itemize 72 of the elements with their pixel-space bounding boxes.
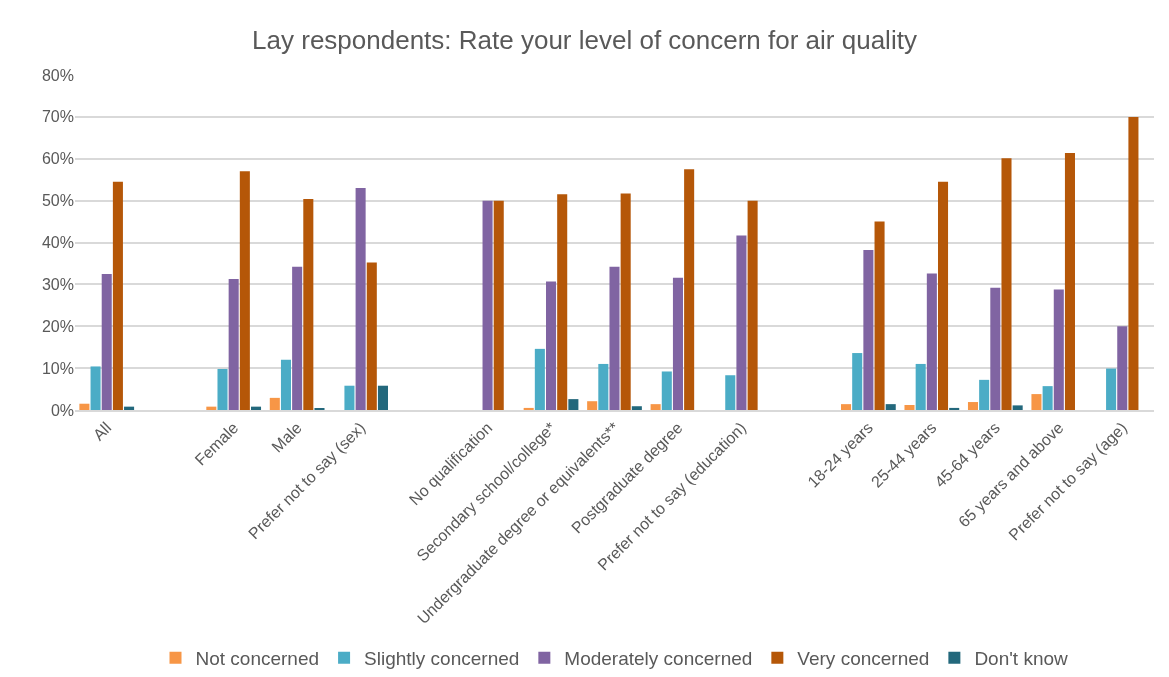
bar: [292, 266, 303, 410]
bar: [631, 406, 642, 410]
bar: [1117, 326, 1128, 410]
bar: [112, 181, 123, 410]
bar: [377, 385, 388, 410]
bar: [841, 404, 852, 410]
bar: [1042, 386, 1053, 410]
bar: [557, 194, 568, 410]
bar: [915, 363, 926, 410]
y-tick-label: 60%: [41, 150, 74, 168]
y-tick-label: 0%: [50, 401, 74, 419]
bar: [609, 266, 620, 410]
bar: [1001, 158, 1012, 410]
bar: [217, 368, 228, 410]
bar: [661, 371, 672, 410]
bar: [482, 200, 493, 410]
bar: [303, 198, 314, 410]
bar: [979, 379, 990, 410]
legend-label: Very concerned: [797, 648, 930, 670]
bar: [874, 221, 885, 410]
y-tick-label: 50%: [41, 192, 74, 210]
bar: [90, 366, 101, 410]
bar: [493, 200, 504, 410]
y-tick-label: 30%: [41, 275, 74, 293]
y-tick-label: 40%: [41, 234, 74, 252]
bar: [568, 399, 579, 410]
bar: [620, 193, 631, 410]
bar: [598, 363, 609, 410]
bar: [228, 278, 239, 410]
bar: [926, 273, 937, 410]
bar: [546, 281, 557, 410]
bar: [280, 359, 291, 410]
bar: [1012, 405, 1023, 410]
bar: [725, 375, 736, 410]
bar: [967, 402, 979, 410]
bar: [587, 401, 598, 410]
x-tick-label: All: [89, 418, 115, 444]
bar: [650, 404, 661, 410]
bar: [1053, 289, 1064, 410]
bar: [239, 171, 250, 410]
bar: [79, 403, 90, 410]
bar: [1106, 368, 1117, 410]
bar: [747, 200, 758, 410]
legend-label: Don't know: [974, 648, 1069, 670]
legend-label: Not concerned: [195, 648, 320, 670]
bar: [672, 277, 683, 410]
bar: [101, 273, 112, 410]
bar: [366, 262, 377, 410]
y-tick-label: 70%: [41, 108, 74, 126]
bar: [1031, 394, 1042, 410]
bar: [990, 287, 1001, 410]
y-tick-label: 80%: [41, 66, 74, 84]
bar: [949, 407, 960, 410]
bar: [269, 397, 280, 410]
bar: [355, 188, 366, 410]
y-tick-label: 20%: [41, 317, 74, 335]
bar: [938, 181, 949, 410]
legend-label: Slightly concerned: [364, 648, 520, 670]
bar: [1064, 152, 1075, 410]
bar: [885, 404, 896, 410]
bar: [684, 169, 695, 410]
bar: [736, 235, 747, 410]
bar: [523, 407, 534, 410]
bar: [904, 404, 915, 410]
bar: [344, 385, 355, 410]
bar: [852, 353, 863, 410]
legend-label: Moderately concerned: [564, 648, 753, 670]
y-tick-label: 10%: [41, 359, 74, 377]
bar: [1128, 116, 1139, 410]
chart-title: Lay respondents: Rate your level of concern for air quality: [252, 24, 917, 55]
bar: [863, 250, 874, 410]
bar: [534, 348, 545, 410]
